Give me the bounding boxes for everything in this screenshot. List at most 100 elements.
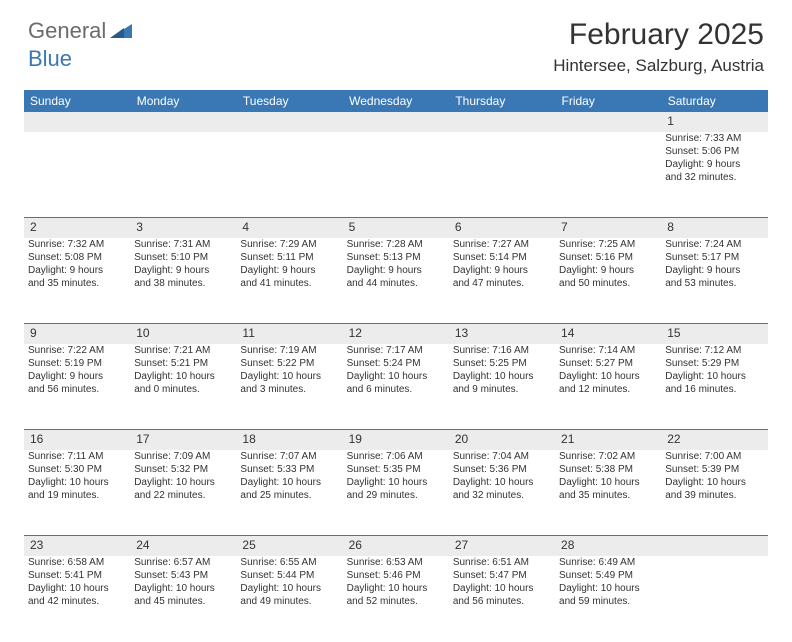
day-info-line: Daylight: 10 hours [240,476,338,489]
week-row: Sunrise: 7:32 AMSunset: 5:08 PMDaylight:… [24,238,768,324]
day-info-line: Daylight: 10 hours [28,582,126,595]
day-info-line: and 44 minutes. [347,277,445,290]
title-block: February 2025 Hintersee, Salzburg, Austr… [553,18,764,76]
day-info-line: Sunset: 5:16 PM [559,251,657,264]
day-info-line: Sunset: 5:32 PM [134,463,232,476]
day-info-line: and 9 minutes. [453,383,551,396]
day-number-row: 2345678 [24,218,768,238]
day-number-row: 1 [24,112,768,132]
day-cell: Sunrise: 7:31 AMSunset: 5:10 PMDaylight:… [130,238,236,324]
day-cell: Sunrise: 7:33 AMSunset: 5:06 PMDaylight:… [661,132,767,218]
day-number [24,112,130,132]
day-info-line: Sunrise: 7:12 AM [665,344,763,357]
day-cell: Sunrise: 7:24 AMSunset: 5:17 PMDaylight:… [661,238,767,324]
day-info-line: and 22 minutes. [134,489,232,502]
day-cell: Sunrise: 7:02 AMSunset: 5:38 PMDaylight:… [555,450,661,536]
day-info-line: and 32 minutes. [453,489,551,502]
day-info-line: Daylight: 9 hours [240,264,338,277]
day-info-line: Daylight: 10 hours [347,370,445,383]
day-info-line: Sunrise: 7:09 AM [134,450,232,463]
day-info-line: Daylight: 9 hours [453,264,551,277]
day-cell: Sunrise: 7:09 AMSunset: 5:32 PMDaylight:… [130,450,236,536]
day-info-line: Daylight: 10 hours [665,370,763,383]
day-info-line: Sunrise: 7:28 AM [347,238,445,251]
calendar-table: SundayMondayTuesdayWednesdayThursdayFrid… [24,90,768,642]
day-number: 8 [661,218,767,238]
day-info-line: Sunrise: 7:24 AM [665,238,763,251]
day-number: 26 [343,536,449,556]
day-info-line: Daylight: 10 hours [134,476,232,489]
day-info-line: Sunrise: 7:25 AM [559,238,657,251]
day-info-line: Sunset: 5:10 PM [134,251,232,264]
day-info-line: Sunset: 5:06 PM [665,145,763,158]
day-info-line: Sunset: 5:46 PM [347,569,445,582]
day-info-line: Sunrise: 7:21 AM [134,344,232,357]
day-cell: Sunrise: 7:32 AMSunset: 5:08 PMDaylight:… [24,238,130,324]
day-info-line: and 32 minutes. [665,171,763,184]
day-cell: Sunrise: 7:25 AMSunset: 5:16 PMDaylight:… [555,238,661,324]
day-cell: Sunrise: 7:07 AMSunset: 5:33 PMDaylight:… [236,450,342,536]
day-number: 27 [449,536,555,556]
weekday-header: Wednesday [343,90,449,112]
day-info-line: Daylight: 9 hours [28,370,126,383]
day-cell: Sunrise: 7:27 AMSunset: 5:14 PMDaylight:… [449,238,555,324]
day-cell: Sunrise: 7:16 AMSunset: 5:25 PMDaylight:… [449,344,555,430]
day-info-line: and 53 minutes. [665,277,763,290]
day-cell: Sunrise: 6:51 AMSunset: 5:47 PMDaylight:… [449,556,555,642]
day-info-line: Sunrise: 7:00 AM [665,450,763,463]
week-row: Sunrise: 7:11 AMSunset: 5:30 PM Daylight:… [24,450,768,536]
day-info-line: and 25 minutes. [240,489,338,502]
day-number: 6 [449,218,555,238]
day-number: 11 [236,324,342,344]
header: General February 2025 Hintersee, Salzbur… [0,0,792,84]
day-info-line: Daylight: 10 hours [453,476,551,489]
day-info-line: Sunset: 5:30 PM [28,463,126,476]
day-number: 9 [24,324,130,344]
day-info-line: Sunrise: 6:49 AM [559,556,657,569]
day-info-line: Sunset: 5:41 PM [28,569,126,582]
day-info-line: Sunrise: 7:02 AM [559,450,657,463]
day-info-line: Daylight: 10 hours [453,370,551,383]
day-info-line: and 12 minutes. [559,383,657,396]
day-info-line: Daylight: 10 hours [134,370,232,383]
day-info-line: Sunset: 5:11 PM [240,251,338,264]
day-cell [130,132,236,218]
day-info-line: Daylight: 10 hours [665,476,763,489]
day-cell: Sunrise: 6:57 AMSunset: 5:43 PMDaylight:… [130,556,236,642]
week-row: Sunrise: 7:22 AMSunset: 5:19 PMDaylight:… [24,344,768,430]
weekday-header: Saturday [661,90,767,112]
day-info-line: Sunset: 5:21 PM [134,357,232,370]
day-info-line: and 56 minutes. [28,383,126,396]
day-info-line: Sunrise: 7:11 AM [28,450,126,463]
day-info-line: Daylight: 10 hours [559,370,657,383]
day-number [661,536,767,556]
day-info-line: Sunset: 5:49 PM [559,569,657,582]
day-cell: Sunrise: 7:00 AMSunset: 5:39 PMDaylight:… [661,450,767,536]
day-info-line: Sunset: 5:43 PM [134,569,232,582]
day-number: 19 [343,430,449,450]
logo-mark-icon [110,20,132,43]
day-number: 10 [130,324,236,344]
day-info-line: Daylight: 9 hours [559,264,657,277]
day-number-row: 9101112131415 [24,324,768,344]
day-info-line: and 6 minutes. [347,383,445,396]
day-info-line: Sunrise: 7:16 AM [453,344,551,357]
day-number [130,112,236,132]
day-number-row: 16171819202122 [24,430,768,450]
day-info-line: and 16 minutes. [665,383,763,396]
day-info-line: Sunset: 5:24 PM [347,357,445,370]
day-info-line: and 35 minutes. [28,277,126,290]
day-number: 28 [555,536,661,556]
day-info-line: and 47 minutes. [453,277,551,290]
day-cell [343,132,449,218]
day-info-line: Sunset: 5:17 PM [665,251,763,264]
day-info-line: Sunset: 5:13 PM [347,251,445,264]
day-info-line: Daylight: 9 hours [347,264,445,277]
day-info-line: Sunrise: 7:04 AM [453,450,551,463]
week-row: Sunrise: 6:58 AMSunset: 5:41 PMDaylight:… [24,556,768,642]
day-info-line: Sunrise: 6:51 AM [453,556,551,569]
day-cell [24,132,130,218]
day-cell: Sunrise: 6:58 AMSunset: 5:41 PMDaylight:… [24,556,130,642]
day-info-line: Sunrise: 7:27 AM [453,238,551,251]
day-info-line: Sunrise: 6:57 AM [134,556,232,569]
